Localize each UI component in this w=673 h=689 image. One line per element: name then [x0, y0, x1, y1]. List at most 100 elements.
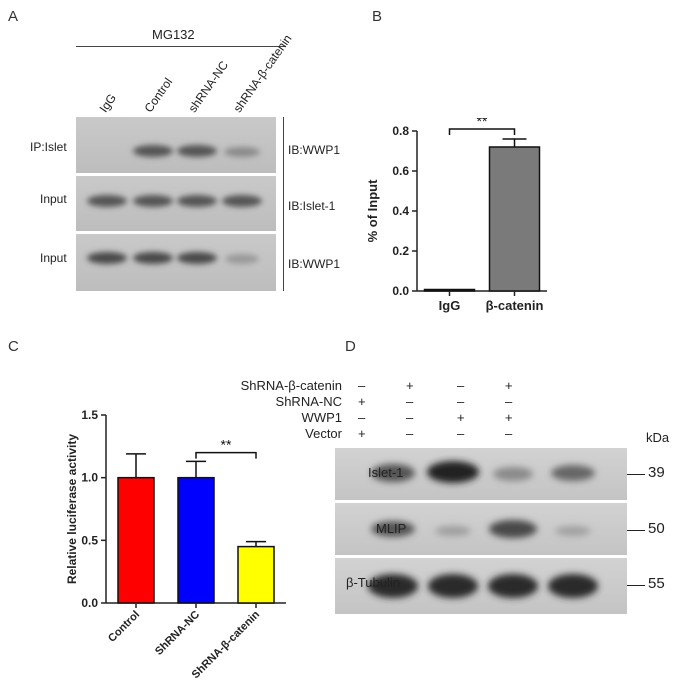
band	[87, 195, 127, 207]
bar	[117, 476, 155, 604]
band	[489, 520, 537, 538]
kda-tick-50	[627, 530, 645, 531]
band	[133, 195, 173, 207]
significance-bracket	[195, 451, 257, 459]
band	[548, 574, 598, 598]
band	[555, 526, 591, 536]
band	[177, 195, 217, 207]
mark: –	[358, 378, 366, 393]
cond-label-vector: Vector	[305, 426, 342, 441]
cond-label-wwp1: WWP1	[301, 410, 342, 425]
mark: –	[457, 378, 465, 393]
ib-label-wwp1-2: IB:WWP1	[288, 257, 341, 271]
panel-d-label: D	[345, 338, 356, 355]
panel-a-label: A	[8, 8, 19, 25]
y-tick-label: 0.5	[81, 533, 98, 547]
panel-c-label: C	[8, 338, 19, 355]
band	[224, 147, 260, 157]
y-tick-label: 0.4	[392, 204, 409, 218]
mark: –	[457, 394, 465, 409]
mark: +	[406, 378, 414, 393]
blot-strip-ip-wwp1	[76, 117, 276, 173]
panel-b-label: B	[372, 8, 383, 25]
x-tick-label: β-catenin	[486, 298, 544, 313]
blot-label-islet1: Islet-1	[368, 465, 404, 480]
mark: –	[505, 426, 513, 441]
band	[225, 254, 259, 264]
lane-label-igg: IgG	[96, 91, 120, 115]
x-tick-label: IgG	[439, 298, 461, 313]
y-tick-label: 1.5	[81, 408, 98, 422]
bar	[237, 545, 275, 604]
row-label-ip-islet: IP:Islet	[30, 140, 67, 154]
mark: –	[406, 410, 414, 425]
significance-bracket	[448, 128, 516, 135]
bar	[488, 146, 541, 292]
mark: +	[505, 410, 513, 425]
y-axis-label: Relative luciferase activity	[65, 434, 79, 584]
band	[427, 461, 479, 483]
mark: +	[457, 410, 465, 425]
blot-label-btubulin: β-Tubulin	[346, 575, 400, 590]
ib-label-wwp1-1: IB:WWP1	[288, 143, 341, 157]
band	[133, 252, 173, 264]
band	[488, 574, 538, 598]
y-tick-label: 0.0	[81, 596, 98, 610]
mark: –	[505, 394, 513, 409]
mark: –	[358, 410, 366, 425]
blot-divider-a	[283, 117, 284, 291]
kda-value-50: 50	[648, 520, 665, 537]
blot-image-d	[335, 448, 627, 614]
lane-label-shrna-bcatenin: shRNA-β-catenin	[230, 31, 295, 115]
significance-label: **	[221, 437, 232, 453]
kda-label: kDa	[646, 430, 670, 445]
ib-label-islet1: IB:Islet-1	[288, 199, 336, 213]
y-tick-label: 0.2	[392, 244, 409, 258]
band	[371, 464, 415, 482]
band	[551, 465, 595, 481]
band	[133, 145, 173, 157]
lane-label-shrna-nc: shRNA-NC	[185, 58, 232, 115]
band	[371, 521, 415, 537]
lane-label-control: Control	[141, 75, 176, 115]
mark: –	[457, 426, 465, 441]
x-tick-label: Control	[106, 609, 142, 645]
chart-b: 0.0 0.2 0.4 0.6 0.8 % of Input IgG β-catenin **	[365, 118, 547, 313]
blot-label-mlip: MLIP	[376, 521, 407, 536]
band	[493, 467, 533, 481]
mg132-label: MG132	[152, 27, 195, 42]
kda-tick-39	[627, 474, 645, 475]
mg132-line	[76, 46, 286, 47]
y-tick-label: 1.0	[81, 471, 98, 485]
y-tick-label: 0.6	[392, 164, 409, 178]
significance-label: **	[477, 118, 488, 129]
x-tick-label: ShRNA-NC	[153, 609, 202, 658]
band	[177, 145, 217, 157]
band	[222, 195, 262, 207]
mark: –	[406, 394, 414, 409]
bar	[177, 476, 215, 604]
row-label-input-2: Input	[40, 251, 67, 265]
kda-value-55: 55	[648, 575, 665, 592]
band	[428, 574, 478, 598]
bar	[423, 288, 476, 292]
band	[435, 526, 471, 536]
cond-label-shrna-bcatenin: ShRNA-β-catenin	[240, 378, 342, 393]
band	[177, 252, 217, 264]
band	[87, 252, 127, 264]
y-axis-label: % of Input	[365, 179, 380, 242]
cond-label-shrna-nc: ShRNA-NC	[275, 394, 342, 409]
y-tick-label: 0.8	[392, 124, 409, 138]
kda-value-39: 39	[648, 464, 665, 481]
mark: +	[358, 426, 366, 441]
kda-tick-55	[627, 585, 645, 586]
band	[368, 574, 418, 598]
mark: +	[505, 378, 513, 393]
blot-image-a	[76, 117, 276, 291]
mark: +	[358, 394, 366, 409]
row-label-input-1: Input	[40, 192, 67, 206]
y-tick-label: 0.0	[392, 284, 409, 298]
mark: –	[406, 426, 414, 441]
x-tick-label: ShRNA-β-catenin	[190, 608, 263, 681]
